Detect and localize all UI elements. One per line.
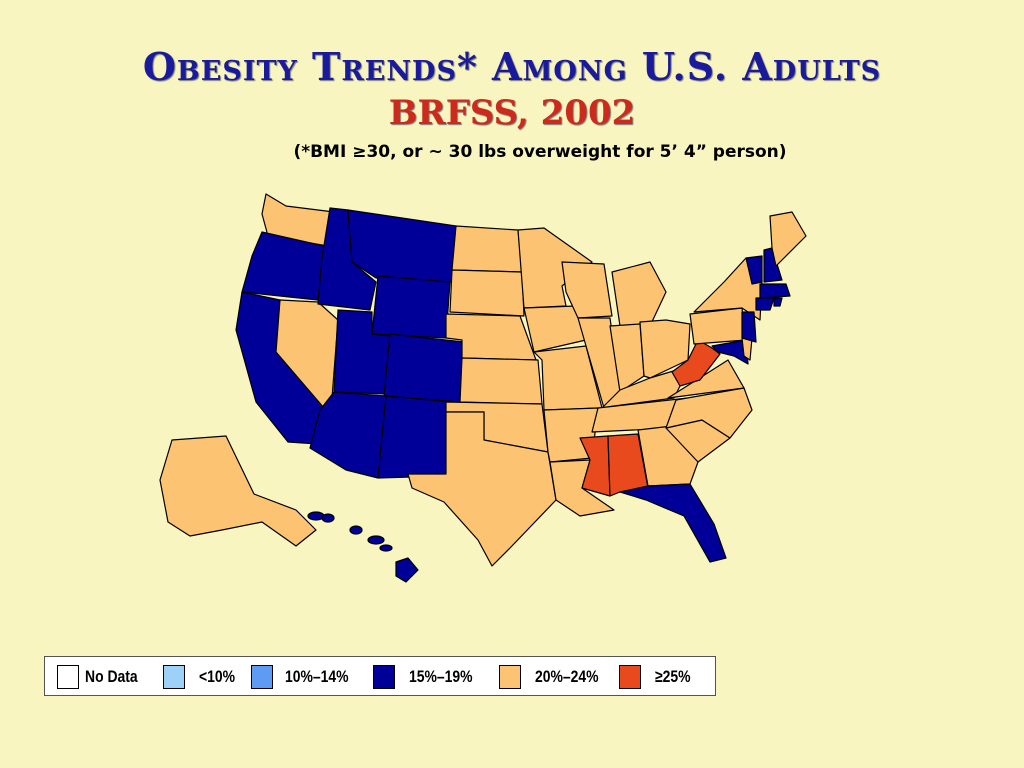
state-kansas — [459, 357, 543, 405]
state-oregon — [241, 231, 325, 301]
legend-swatch-10-14 — [251, 665, 273, 689]
subtitle: BRFSS, 2002 — [388, 93, 636, 133]
legend-label-no-data: No Data — [85, 667, 138, 686]
state-vermont — [745, 255, 763, 285]
hawaii-island-4 — [367, 535, 385, 545]
legend-label-25-plus: ≥25% — [655, 667, 691, 686]
state-new-hampshire — [763, 247, 783, 283]
state-maine — [769, 211, 807, 267]
state-rhode-island — [773, 297, 783, 307]
state-massachusetts — [759, 283, 791, 299]
hawaii-island-3 — [349, 525, 363, 535]
hawaii-island-5 — [379, 544, 393, 552]
state-hawaii — [395, 557, 419, 583]
state-north-dakota — [451, 225, 523, 273]
legend-swatch-under-10 — [163, 665, 185, 689]
state-alaska — [159, 435, 317, 547]
legend-label-10-14: 10%–14% — [285, 667, 349, 686]
state-connecticut — [755, 297, 775, 311]
state-new-mexico — [377, 395, 453, 479]
state-new-jersey — [741, 311, 757, 343]
state-maryland — [711, 339, 749, 365]
legend-swatch-no-data — [57, 665, 79, 689]
legend-swatch-15-19 — [373, 665, 395, 689]
state-mississippi — [579, 435, 611, 497]
state-texas — [407, 411, 557, 567]
state-pennsylvania — [689, 307, 747, 345]
state-florida — [619, 483, 727, 563]
legend-label-20-24: 20%–24% — [535, 667, 599, 686]
legend-swatch-25-plus — [619, 665, 641, 689]
title: Obesity Trends* Among U.S. Adults — [142, 44, 882, 89]
state-michigan — [611, 261, 667, 327]
bmi-note: (*BMI ≥30, or ~ 30 lbs overweight for 5’… — [293, 142, 787, 162]
state-wyoming — [371, 275, 451, 339]
state-south-dakota — [449, 269, 525, 317]
legend-label-under-10: <10% — [199, 667, 236, 686]
state-colorado — [383, 333, 465, 403]
hawaii-island-2 — [321, 513, 335, 523]
state-wisconsin — [561, 261, 613, 319]
state-montana — [347, 209, 457, 283]
legend-label-15-19: 15%–19% — [409, 667, 473, 686]
legend-swatch-20-24 — [499, 665, 521, 689]
legend: No Data <10% 10%–14% 15%–19% 20%–24% ≥25… — [44, 656, 716, 696]
